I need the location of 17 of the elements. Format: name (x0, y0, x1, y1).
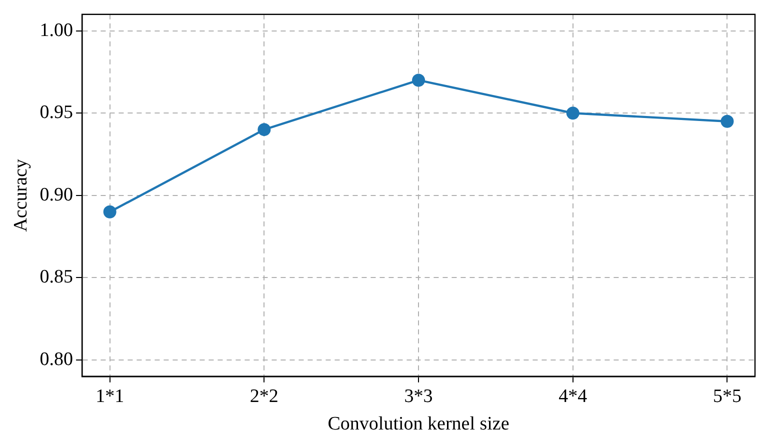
x-axis-title: Convolution kernel size (328, 414, 510, 435)
y-tick-label: 1.00 (40, 20, 74, 41)
y-tick-label: 0.80 (40, 348, 74, 370)
y-tick-label: 0.95 (40, 102, 74, 124)
x-tick-label: 5*5 (712, 386, 742, 407)
point (566, 106, 580, 120)
point (720, 114, 734, 128)
y-axis-title: Accuracy (10, 158, 32, 232)
x-tick-label: 2*2 (250, 386, 278, 407)
y-tick-label: 0.85 (40, 266, 74, 288)
point (412, 74, 426, 87)
x-tick-label: 3*3 (404, 386, 433, 407)
x-tick-label: 4*4 (558, 386, 588, 407)
y-tick-label: 0.90 (40, 184, 74, 206)
point (258, 123, 271, 136)
point (103, 205, 116, 218)
x-tick-label: 1*1 (96, 386, 124, 407)
